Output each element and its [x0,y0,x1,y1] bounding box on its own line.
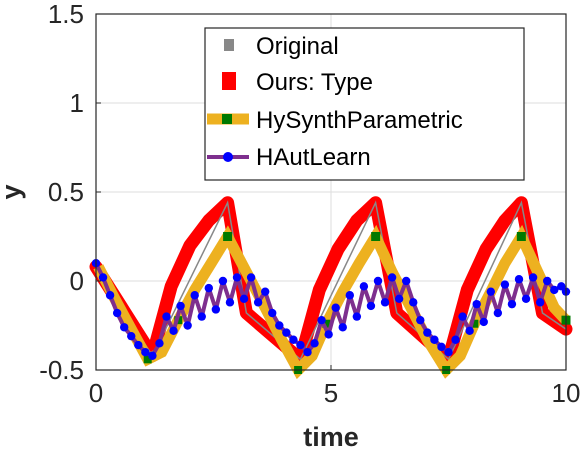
hautlearn-point [310,339,319,348]
hysynth-marker [143,355,152,364]
hautlearn-point [317,315,326,325]
legend-box [204,27,525,181]
hautlearn-point [331,303,340,312]
x-tick-label: 5 [324,378,338,408]
hautlearn-point [112,308,122,318]
hautlearn-point [204,283,213,293]
hautlearn-point [162,312,171,321]
legend-swatch-original [224,39,234,51]
hautlearn-point [169,326,178,336]
hautlearn-point [472,299,481,309]
hautlearn-point [155,339,164,348]
hautlearn-point [500,280,510,289]
hautlearn-point [409,298,418,307]
hautlearn-point [134,340,143,350]
hysynth-marker [322,319,331,328]
plot-area [89,196,573,380]
series-line-hautlearn [94,262,568,358]
hautlearn-point [535,298,545,307]
hautlearn-point [324,330,333,339]
hautlearn-point [261,287,270,296]
hautlearn-point [176,301,185,311]
series-line-ours-type [89,196,573,366]
hautlearn-point [380,298,390,307]
legend-label-original: Original [256,33,339,60]
legend-swatch-hautlearn-marker [223,152,233,162]
x-tick-label: 10 [552,378,581,408]
hautlearn-point [373,276,383,286]
hautlearn-point [183,321,192,330]
y-tick-label: 1 [70,88,84,118]
hautlearn-point [218,276,228,286]
hautlearn-point [366,301,376,311]
legend-label-hautlearn: HAutLearn [256,144,371,171]
hautlearn-point [437,342,446,352]
hautlearn-point [521,294,531,303]
hautlearn-point [486,287,495,296]
hysynth-marker [371,232,381,241]
hautlearn-point [148,351,157,360]
hautlearn-point [550,285,559,295]
hautlearn-point [402,276,411,286]
hautlearn-point [423,328,432,337]
hautlearn-point [232,273,242,282]
hysynth-marker [470,319,479,328]
hautlearn-point [394,294,404,303]
x-tick-label: 0 [89,378,103,408]
y-tick-label: 0.5 [48,177,84,207]
y-axis-label: y [0,184,26,199]
hautlearn-point [282,328,291,337]
hautlearn-point [479,317,488,327]
hautlearn-point [543,276,552,286]
hautlearn-point [338,323,347,332]
hautlearn-point [444,348,453,357]
hautlearn-point [289,335,298,344]
hautlearn-point [253,298,263,307]
hautlearn-point [303,348,312,357]
legend-label-ours-type: Ours: Type [256,69,373,96]
hautlearn-point [141,348,150,357]
hautlearn-point [387,273,397,282]
y-tick-label: -0.5 [39,355,84,385]
hautlearn-point [507,299,517,309]
axis-ticks: -0.500.511.50 5 10 [39,0,580,408]
legend-swatch-ours-type [222,72,236,90]
x-axis-label: time [303,422,359,451]
hautlearn-point [239,294,249,303]
hautlearn-point [120,323,129,332]
hautlearn-point [211,305,221,314]
hautlearn-point [296,340,305,350]
hautlearn-point [458,312,467,321]
hautlearn-point [225,298,235,307]
hautlearn-point [451,335,460,344]
hysynth-marker [223,232,233,241]
hautlearn-point [246,273,256,282]
legend: Original Ours: Type HySynthParametric HA… [204,27,525,181]
legend-swatch-hysynth-marker [222,114,232,124]
hautlearn-point [416,315,425,325]
hautlearn-point [345,291,354,300]
hautlearn-point [190,291,199,300]
hautlearn-point [268,308,277,318]
y-tick-label: 0 [70,266,84,296]
hautlearn-point [528,273,538,282]
hautlearn-point [197,312,206,321]
hautlearn-point [514,275,524,284]
hautlearn-point [275,321,284,330]
hautlearn-point [352,312,362,321]
legend-label-hysynth: HySynthParametric [256,107,463,134]
hautlearn-point [465,326,474,336]
hautlearn-point [105,291,115,300]
hautlearn-point [430,335,439,344]
hautlearn-point [359,282,369,291]
y-tick-label: 1.5 [48,0,84,29]
hautlearn-point [98,273,108,282]
hysynth-marker [516,232,526,241]
hautlearn-point [493,308,503,318]
hautlearn-point [127,331,136,341]
